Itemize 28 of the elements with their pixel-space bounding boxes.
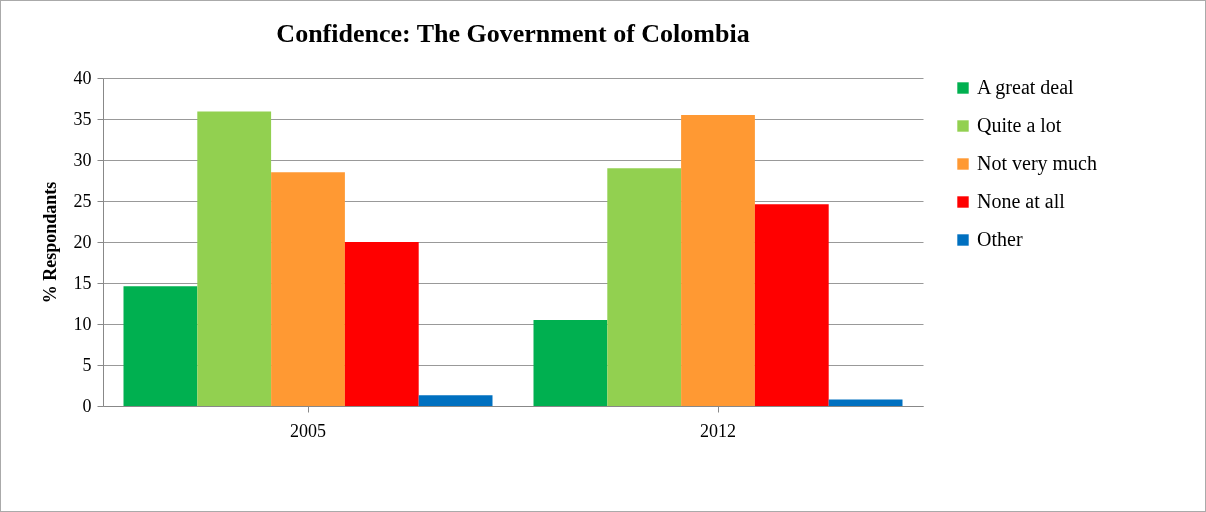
bar bbox=[123, 286, 198, 406]
legend-label: None at all bbox=[977, 190, 1066, 212]
legend-label: Not very much bbox=[977, 152, 1097, 175]
y-axis-title: % Respondants bbox=[39, 181, 60, 304]
legend-label: A great deal bbox=[977, 76, 1075, 99]
y-tick-label: 40 bbox=[73, 67, 92, 88]
y-tick-label: 25 bbox=[73, 190, 92, 211]
bar bbox=[754, 204, 829, 406]
legend-label: Quite a lot bbox=[977, 114, 1062, 136]
bar bbox=[607, 168, 682, 406]
bar bbox=[828, 399, 903, 406]
y-tick-label: 0 bbox=[82, 395, 92, 416]
y-tick-label: 30 bbox=[73, 149, 92, 170]
x-tick-label: 2012 bbox=[700, 420, 736, 441]
bar bbox=[681, 114, 755, 406]
bar bbox=[197, 111, 272, 406]
y-tick-label: 5 bbox=[82, 354, 92, 375]
y-tick-label: 35 bbox=[73, 108, 92, 129]
y-tick-label: 15 bbox=[73, 272, 92, 293]
x-tick-label: 2005 bbox=[290, 420, 326, 441]
y-tick-label: 10 bbox=[73, 313, 92, 334]
chart-title: Confidence: The Government of Colombia bbox=[276, 19, 750, 48]
bar bbox=[418, 395, 493, 406]
y-tick-label: 20 bbox=[73, 231, 92, 252]
bar bbox=[344, 242, 419, 406]
bar bbox=[533, 319, 608, 406]
bar bbox=[271, 172, 345, 406]
legend-label: Other bbox=[977, 228, 1023, 250]
